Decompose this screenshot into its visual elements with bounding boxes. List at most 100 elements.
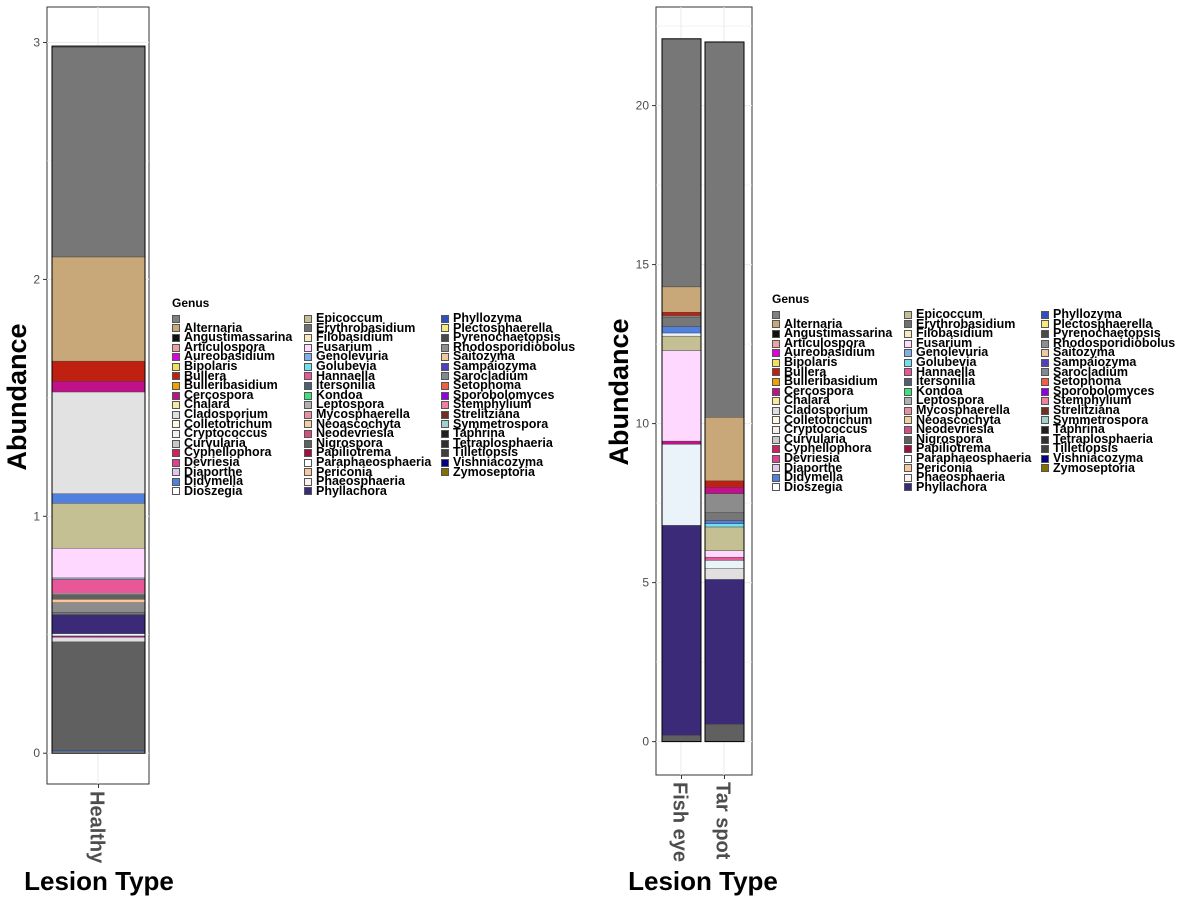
legend-key-swatch bbox=[904, 483, 912, 492]
legend-key-swatch bbox=[1041, 349, 1049, 358]
legend-item: Papiliotrema bbox=[904, 442, 1041, 454]
legend-item: Dioszegia bbox=[772, 481, 904, 493]
legend-key-swatch bbox=[304, 362, 312, 371]
legend-label: Taphrina bbox=[453, 426, 505, 441]
legend-key-swatch bbox=[1041, 464, 1049, 473]
legend-key-swatch bbox=[304, 429, 312, 438]
legend-label: Filobasidium bbox=[916, 326, 994, 341]
bar-segment bbox=[704, 417, 745, 482]
legend-item: Neodevriesia bbox=[304, 427, 441, 439]
legend-label: Epicoccum bbox=[916, 307, 983, 321]
legend-key-swatch bbox=[772, 320, 780, 329]
legend-item: Diaporthe bbox=[172, 464, 304, 479]
legend-label: Pyrenochaetopsis bbox=[1053, 326, 1161, 341]
y-tick-label: 3 bbox=[33, 36, 40, 50]
bar-segment bbox=[661, 332, 702, 337]
legend-label: Colletotrichum bbox=[184, 416, 273, 431]
legend-item: Cryptococcus bbox=[172, 426, 304, 441]
legend-item: Tetraplosphaeria bbox=[1041, 433, 1191, 445]
legend-label: Itersonilia bbox=[916, 374, 976, 389]
legend-key-swatch bbox=[904, 454, 912, 463]
legend-item bbox=[172, 314, 304, 324]
legend-item: Tilletiopsis bbox=[441, 446, 591, 458]
legend-label: Periconia bbox=[316, 464, 373, 479]
legend-item: Genolevuria bbox=[304, 350, 441, 362]
legend-key-swatch bbox=[172, 324, 180, 333]
legend-label: Cryptococcus bbox=[184, 426, 268, 441]
legend-key-swatch bbox=[441, 381, 449, 390]
legend-label: Tilletiopsis bbox=[1053, 441, 1119, 456]
legend-key-swatch bbox=[904, 435, 912, 444]
legend-column: Phyllozyma Plectosphaerella Pyrenochaetops… bbox=[441, 312, 591, 496]
legend-key-swatch bbox=[772, 397, 780, 406]
legend-item: Fusarium bbox=[904, 337, 1041, 349]
legend-key-swatch bbox=[172, 362, 180, 371]
legend-columns: Alternaria Angustimassarina Articulospora A… bbox=[772, 307, 1191, 493]
legend-key-swatch bbox=[772, 473, 780, 482]
legend-item: Diaporthe bbox=[772, 462, 904, 473]
legend-label: Curvularia bbox=[784, 431, 846, 446]
legend-item: Kondoa bbox=[304, 389, 441, 401]
legend-key-swatch bbox=[1041, 454, 1049, 463]
legend-label: Tetraplosphaeria bbox=[453, 435, 553, 450]
legend-key-swatch bbox=[441, 410, 449, 419]
legend-item: Bullera bbox=[172, 370, 304, 382]
legend-key-swatch bbox=[441, 343, 449, 352]
legend-item: Setophoma bbox=[441, 379, 591, 391]
legend-key-swatch bbox=[1041, 339, 1049, 348]
bar-segment bbox=[51, 614, 146, 634]
legend-key-swatch bbox=[772, 387, 780, 396]
legend-key-swatch bbox=[1041, 397, 1049, 406]
legend-item: Strelitziana bbox=[1041, 404, 1191, 416]
legend-item: Neoascochyta bbox=[304, 418, 441, 430]
legend-key-swatch bbox=[441, 468, 449, 477]
legend-key-swatch bbox=[904, 329, 912, 338]
legend-item: Bulleribasidium bbox=[172, 379, 304, 391]
legend-key-swatch bbox=[904, 339, 912, 348]
legend-item: Itersonilia bbox=[304, 379, 441, 391]
legend-key-swatch bbox=[172, 449, 180, 458]
legend-item: Neoascochyta bbox=[904, 414, 1041, 426]
legend-key-swatch bbox=[441, 353, 449, 362]
legend-item: Sarocladium bbox=[1041, 366, 1191, 378]
legend-key-swatch bbox=[904, 358, 912, 367]
bar-segment bbox=[704, 550, 745, 558]
legend-title: Genus bbox=[172, 296, 210, 310]
legend-key-swatch bbox=[441, 333, 449, 342]
y-tick-label: 5 bbox=[642, 576, 649, 590]
legend-item: Bipolaris bbox=[772, 356, 904, 368]
bar-segment bbox=[51, 256, 146, 362]
legend-item: Bipolaris bbox=[172, 360, 304, 372]
legend-label: Symmetrospora bbox=[1053, 412, 1149, 427]
legend-label: Fusarium bbox=[316, 339, 373, 354]
legend-item: Paraphaeosphaeria bbox=[304, 456, 441, 468]
y-tick-labels: 0 5 10 15 20 bbox=[636, 99, 656, 749]
legend-key-swatch bbox=[304, 439, 312, 448]
legend-label: Taphrina bbox=[1053, 422, 1105, 437]
legend-label: Paraphaeosphaeria bbox=[916, 450, 1032, 465]
y-tick-label: 15 bbox=[636, 258, 650, 272]
chart-panel-healthy: 0 1 2 3 Healthy Abundance Lesion Type bbox=[2, 6, 174, 896]
y-tick-label: 1 bbox=[33, 509, 40, 523]
legend-item: Plectosphaerella bbox=[441, 322, 591, 334]
legend-label: Sampaiozyma bbox=[1053, 354, 1137, 369]
legend-item: Itersonilia bbox=[904, 374, 1041, 389]
legend-item: Sporobolomyces bbox=[441, 389, 591, 401]
y-tick-label: 0 bbox=[33, 746, 40, 760]
legend-item: Rhodosporidiobolus bbox=[441, 341, 591, 353]
legend-key-swatch bbox=[304, 353, 312, 362]
legend-label: Bullera bbox=[784, 364, 827, 379]
legend-label: Aureobasidium bbox=[184, 349, 275, 364]
legend-label: Angustimassarina bbox=[184, 330, 293, 345]
legend-key-swatch bbox=[772, 368, 780, 377]
legend-label: Diaporthe bbox=[184, 464, 243, 479]
bar-segment bbox=[704, 41, 745, 418]
y-axis-title: Abundance bbox=[2, 323, 32, 470]
bar-segment bbox=[704, 579, 745, 725]
legend-key-swatch bbox=[304, 391, 312, 400]
legend-key-swatch bbox=[441, 314, 449, 323]
legend-label: Colletotrichum bbox=[784, 412, 873, 427]
bar-segment bbox=[51, 548, 146, 579]
legend-key-swatch bbox=[441, 401, 449, 410]
bar-segment bbox=[661, 38, 702, 288]
